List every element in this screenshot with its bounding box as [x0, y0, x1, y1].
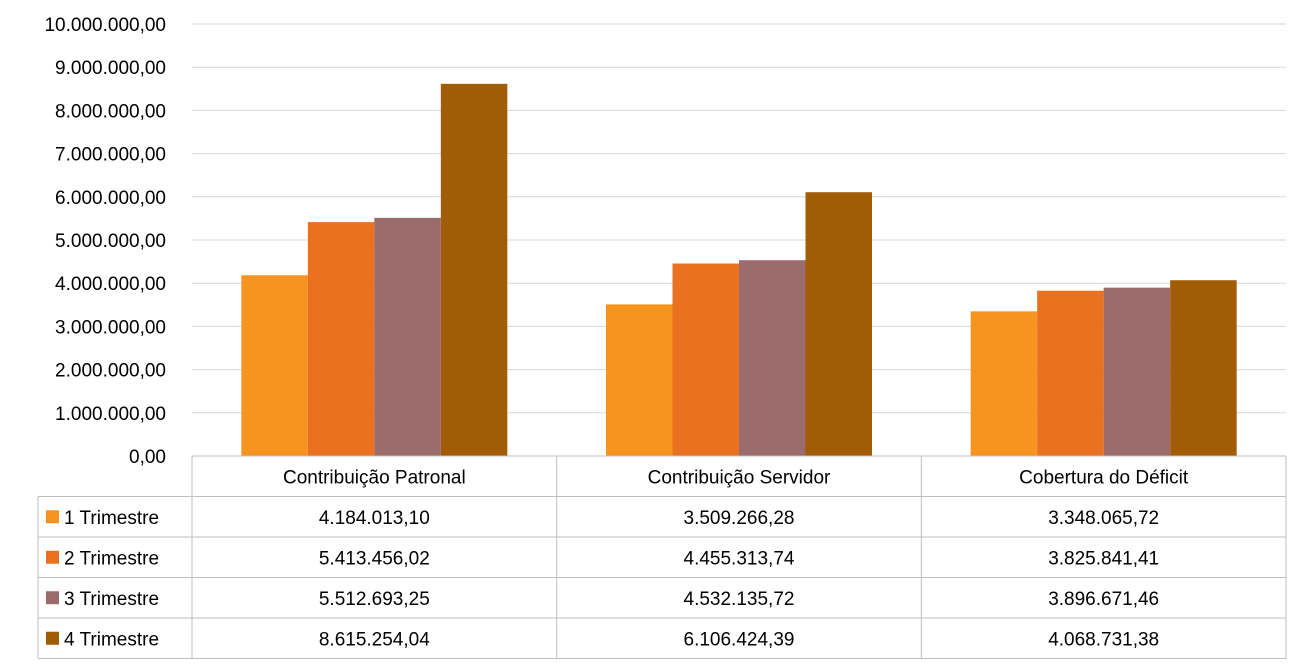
data-table-value: 3.825.841,41: [1048, 548, 1159, 569]
bar-3-trimestre: [374, 217, 441, 456]
data-table-value: 4.184.013,10: [319, 508, 430, 529]
bar-4-trimestre: [805, 192, 872, 457]
legend-label: 4 Trimestre: [64, 629, 159, 650]
data-table-value: 8.615.254,04: [319, 629, 430, 650]
legend-key: [46, 550, 59, 564]
y-tick-label: 4.000.000,00: [55, 274, 166, 295]
bar-3-trimestre: [1103, 287, 1171, 456]
bar-2-trimestre: [1037, 290, 1104, 456]
data-table: Contribuição Patronal Contribuição Servid…: [37, 455, 1287, 659]
bar-2-trimestre: [672, 263, 739, 456]
legend-key: [46, 631, 59, 645]
data-table-value: 5.413.456,02: [319, 548, 430, 569]
y-tick-label: 0,00: [129, 447, 166, 468]
y-tick-label: 7.000.000,00: [55, 145, 166, 166]
bar-1-trimestre: [606, 304, 673, 456]
category-label: Contribuição Servidor: [648, 467, 831, 488]
data-table-value: 4.532.135,72: [684, 589, 795, 610]
category-label: Cobertura do Déficit: [1019, 467, 1189, 488]
y-tick-label: 6.000.000,00: [55, 188, 166, 209]
bars: [241, 83, 1237, 457]
y-tick-label: 8.000.000,00: [55, 101, 166, 122]
bar-4-trimestre: [440, 83, 508, 457]
bar-2-trimestre: [307, 222, 375, 456]
data-table-value: 3.348.065,72: [1048, 508, 1159, 529]
data-table-value: 6.106.424,39: [684, 629, 795, 650]
legend-label: 3 Trimestre: [64, 589, 159, 610]
bar-1-trimestre: [970, 311, 1038, 456]
legend-key: [46, 510, 59, 524]
legend-label: 2 Trimestre: [64, 548, 159, 569]
y-tick-label: 2.000.000,00: [55, 361, 166, 382]
data-table-value: 3.509.266,28: [684, 508, 795, 529]
bar-1-trimestre: [241, 275, 308, 456]
category-label: Contribuição Patronal: [283, 467, 466, 488]
y-tick-label: 9.000.000,00: [55, 58, 166, 79]
y-axis-tick-labels: 0,00 1.000.000,00 2.000.000,00 3.000.000,00…: [44, 15, 166, 468]
y-tick-label: 1.000.000,00: [55, 404, 166, 425]
data-table-value: 3.896.671,46: [1048, 589, 1159, 610]
data-table-value: 4.068.731,38: [1048, 629, 1159, 650]
bar-4-trimestre: [1170, 280, 1237, 456]
legend-label: 1 Trimestre: [64, 508, 159, 529]
y-tick-label: 3.000.000,00: [55, 317, 166, 338]
y-tick-label: 5.000.000,00: [55, 231, 166, 252]
legend-key: [46, 591, 59, 605]
data-table-value: 4.455.313,74: [684, 548, 795, 569]
bar-3-trimestre: [739, 260, 806, 456]
data-table-value: 5.512.693,25: [319, 589, 430, 610]
y-tick-label: 10.000.000,00: [44, 15, 166, 36]
